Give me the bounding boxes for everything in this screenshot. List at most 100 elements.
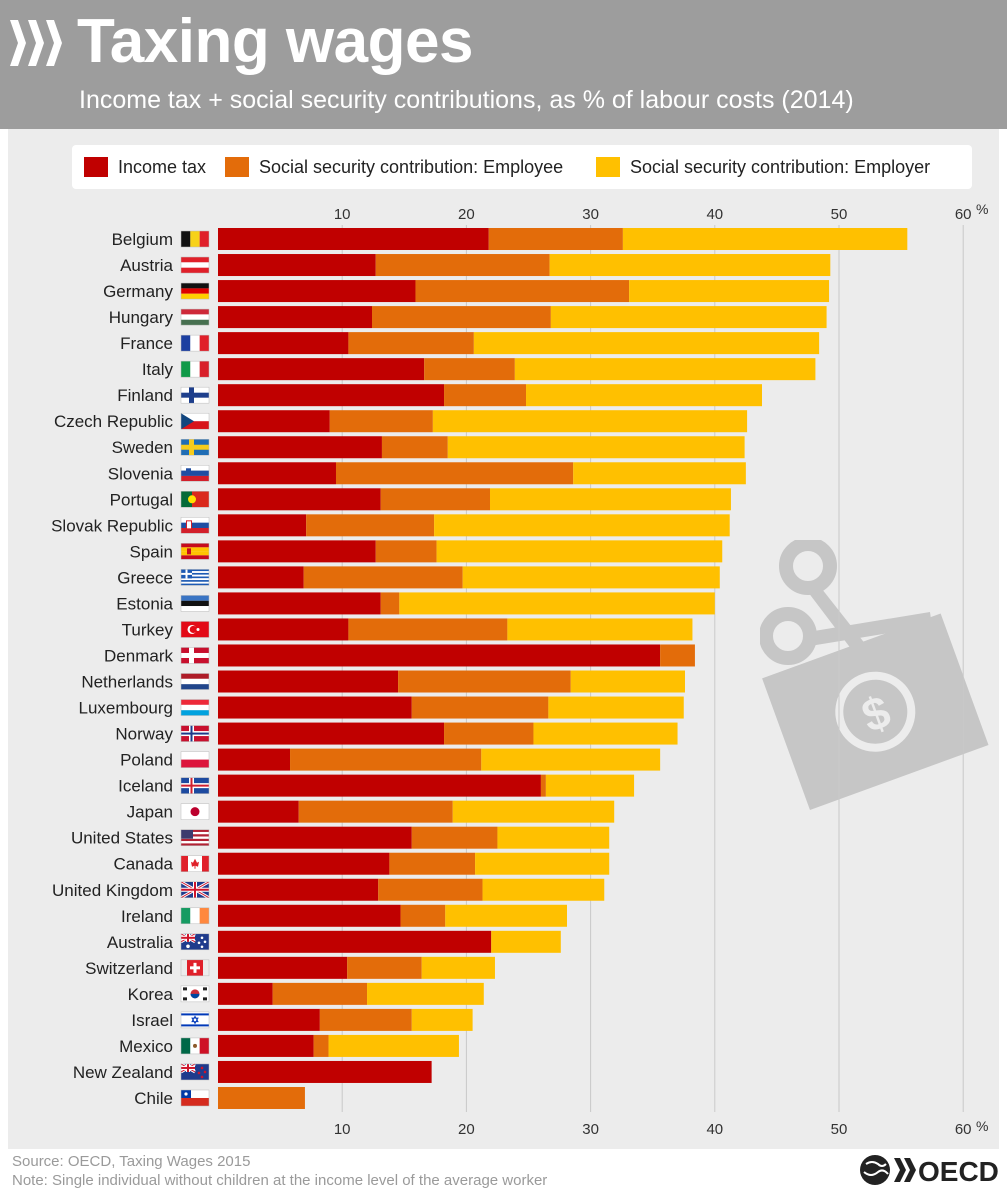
bar-japan-income-tax: [218, 800, 299, 823]
country-label-belgium: Belgium: [112, 230, 173, 249]
flag-chile-icon: [180, 1089, 210, 1107]
bar-israel-income-tax: [218, 1008, 320, 1031]
flag-luxembourg-icon: [180, 699, 210, 716]
x-unit-label-top: %: [976, 201, 988, 217]
bar-ireland-employer: [445, 904, 568, 927]
bar-ireland-income-tax: [218, 904, 401, 927]
x-tick-label-top-60: 60: [955, 206, 972, 223]
bar-sweden-employer: [447, 436, 745, 459]
bar-korea-employer: [367, 982, 484, 1005]
bar-united-states-employer: [497, 826, 610, 849]
flag-spain-icon: [180, 543, 210, 560]
bar-slovak-republic-employer: [434, 514, 730, 537]
bar-united-states-income-tax: [218, 826, 412, 849]
country-label-norway: Norway: [115, 725, 173, 744]
country-label-iceland: Iceland: [118, 777, 173, 796]
bar-denmark-income-tax: [218, 644, 661, 667]
bar-iceland-income-tax: [218, 774, 541, 797]
bar-hungary-employee: [372, 306, 551, 329]
country-label-netherlands: Netherlands: [81, 673, 173, 692]
bar-japan-employee: [298, 800, 453, 823]
x-axis-top: 10 20 30 40 50 60%: [334, 201, 989, 223]
bar-estonia-employee: [380, 592, 400, 615]
bar-estonia-employer: [399, 592, 715, 615]
bar-iceland-employee: [540, 774, 546, 797]
x-tick-label-bottom-10: 10: [334, 1121, 351, 1138]
page-subtitle: Income tax + social security contributio…: [79, 86, 854, 114]
bar-greece-employer: [462, 566, 720, 589]
page-title: Taxing wages: [77, 7, 473, 76]
scissors-money-icon: $: [760, 540, 989, 810]
bar-austria-income-tax: [218, 254, 376, 277]
x-tick-label-bottom-30: 30: [582, 1121, 599, 1138]
legend-label-employee: Social security contribution: Employee: [259, 157, 564, 177]
bar-korea-employee: [272, 982, 368, 1005]
bar-mexico-employee: [313, 1034, 329, 1057]
bar-turkey-income-tax: [218, 618, 349, 641]
x-axis-bottom: 10 20 30 40 50 60%: [334, 1118, 989, 1138]
bar-united-kingdom-employer: [482, 878, 605, 901]
country-label-finland: Finland: [117, 386, 173, 405]
bar-israel-employer: [411, 1008, 473, 1031]
bar-italy-employer: [514, 358, 816, 381]
bar-norway-employer: [533, 722, 678, 745]
flag-ireland-icon: [180, 907, 210, 925]
source-text: Source: OECD, Taxing Wages 2015: [12, 1153, 251, 1170]
x-tick-label-bottom-20: 20: [458, 1121, 475, 1138]
flag-italy-icon: [180, 360, 210, 378]
bar-france-income-tax: [218, 332, 349, 355]
bar-canada-employee: [389, 852, 476, 875]
bar-spain-employer: [436, 540, 723, 563]
bar-germany-employee: [415, 280, 630, 303]
country-label-turkey: Turkey: [122, 620, 174, 639]
bar-greece-employee: [303, 566, 463, 589]
x-tick-label-top-30: 30: [582, 206, 599, 223]
bar-denmark-employee: [660, 644, 695, 667]
bar-luxembourg-income-tax: [218, 696, 412, 719]
bar-switzerland-employee: [347, 956, 422, 979]
flag-mexico-icon: [180, 1037, 210, 1055]
country-label-slovak-republic: Slovak Republic: [51, 516, 173, 535]
country-label-canada: Canada: [113, 855, 173, 874]
x-unit-label-bottom: %: [976, 1118, 988, 1134]
oecd-chevrons-icon: [10, 20, 62, 66]
country-label-australia: Australia: [107, 933, 174, 952]
legend-swatch-employer: [596, 157, 620, 177]
country-label-united-kingdom: United Kingdom: [52, 881, 173, 900]
bar-canada-income-tax: [218, 852, 390, 875]
flag-canada-icon: [180, 855, 210, 872]
legend-swatch-income-tax: [84, 157, 108, 177]
legend-label-employer: Social security contribution: Employer: [630, 157, 931, 177]
bar-turkey-employee: [348, 618, 508, 641]
bar-sweden-income-tax: [218, 436, 382, 459]
x-tick-label-top-20: 20: [458, 206, 475, 223]
flag-israel-icon: [180, 1011, 210, 1029]
flag-austria-icon: [180, 256, 210, 274]
bar-portugal-employer: [489, 488, 731, 511]
flag-hungary-icon: [180, 308, 210, 326]
bar-luxembourg-employer: [548, 696, 684, 719]
country-label-switzerland: Switzerland: [85, 959, 173, 978]
bar-sweden-employee: [381, 436, 448, 459]
bar-czech-republic-employer: [432, 410, 748, 433]
flag-netherlands-icon: [180, 673, 210, 690]
bar-slovenia-income-tax: [218, 462, 336, 485]
flag-greece-icon: [180, 569, 210, 586]
flag-new-zealand-icon: [180, 1062, 210, 1081]
bar-netherlands-income-tax: [218, 670, 399, 693]
bar-slovenia-employer: [573, 462, 746, 485]
gridlines: [341, 225, 964, 1112]
x-tick-label-top-40: 40: [706, 206, 723, 223]
flag-sweden-icon: [180, 438, 210, 456]
x-tick-label-top-50: 50: [831, 206, 848, 223]
footer: [0, 1149, 1007, 1200]
country-label-germany: Germany: [103, 282, 173, 301]
legend-label-income-tax: Income tax: [118, 157, 207, 177]
bar-united-kingdom-income-tax: [218, 878, 379, 901]
bar-greece-income-tax: [218, 566, 304, 589]
country-label-hungary: Hungary: [109, 308, 174, 327]
country-label-chile: Chile: [134, 1089, 173, 1108]
flag-portugal-icon: [180, 491, 210, 508]
country-label-korea: Korea: [128, 985, 174, 1004]
